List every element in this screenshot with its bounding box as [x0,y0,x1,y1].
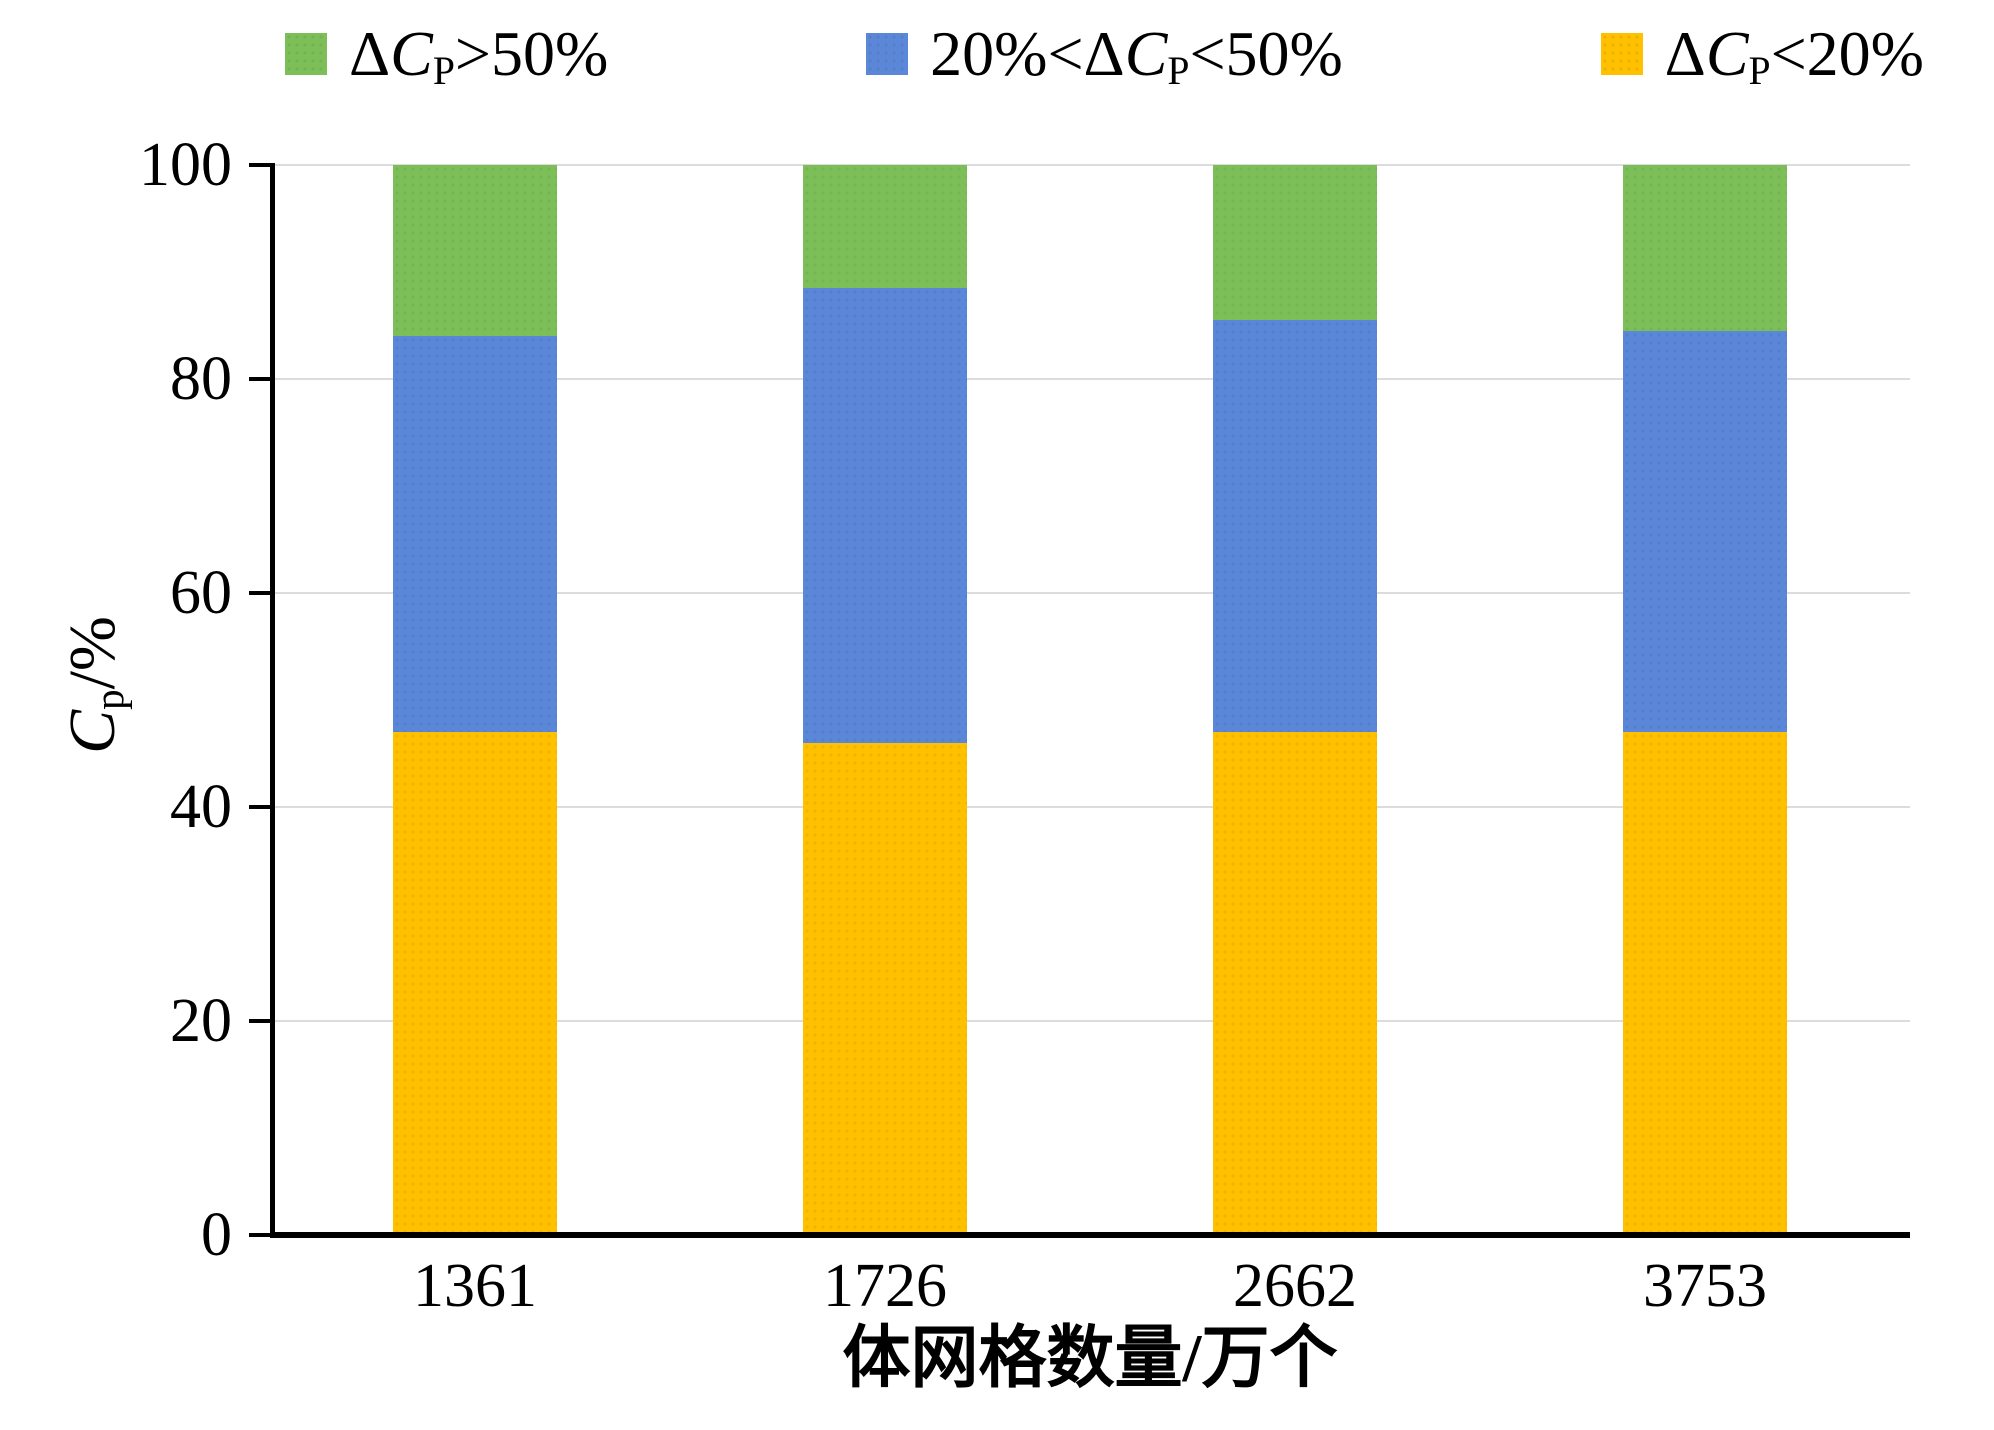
text-segment: Δ [1083,18,1125,89]
y-tick-mark [249,591,270,595]
gridline [270,1020,1910,1022]
bar-segment [803,165,967,289]
text-segment: p [87,689,132,710]
text-segment: Δ [349,18,391,89]
legend-item: ΔCP>50% [285,22,608,91]
y-tick-mark [249,805,270,809]
x-tick-label: 2662 [1233,1252,1357,1320]
y-tick-mark [249,163,270,167]
text-segment: C [1124,18,1168,89]
bar-segment [393,732,557,1235]
text-segment: <50% [1189,18,1343,89]
bar-segment [393,165,557,337]
y-tick-mark [249,1233,270,1237]
text-segment: /% [56,616,129,690]
y-tick-label: 20 [170,987,232,1055]
y-tick-mark [249,377,270,381]
x-tick-label: 3753 [1643,1252,1767,1320]
text-segment: P [432,48,455,93]
y-tick-mark [249,1019,270,1023]
gridline [270,806,1910,808]
legend-item: ΔCP<20% [1600,22,1924,91]
legend-swatch [1600,33,1643,75]
y-axis-line [270,163,275,1235]
text-segment: P [1748,48,1771,93]
y-tick-label: 40 [170,773,232,841]
text-segment: Δ [1664,18,1706,89]
bar-segment [1213,165,1377,321]
bar-segment [1213,320,1377,733]
legend-label: ΔCP>50% [349,22,608,91]
bar-segment [1213,732,1377,1235]
text-segment: 20%< [930,18,1084,89]
plot-area: 0 20 40 60 80 100 1361 1726 2662 3753 [139,134,1910,1317]
x-tick-label: 1726 [823,1252,947,1320]
bar-segment [803,288,967,743]
text-segment: C [390,18,433,89]
text-segment: C [1705,18,1749,89]
y-tick-label: 80 [170,345,232,413]
gridline [270,164,1910,166]
bar-segment [1623,165,1787,331]
y-tick-label: 60 [170,559,232,627]
gridline [270,592,1910,594]
legend-item: 20%<ΔCP<50% [866,22,1343,91]
legend: ΔCP>50% 20%<ΔCP<50% ΔCP<20% [285,14,1924,94]
x-axis-line [270,1232,1910,1238]
text-segment: >50% [454,18,609,89]
bar-segment [1623,330,1787,733]
legend-swatch [866,33,909,75]
text-segment: P [1167,48,1190,93]
y-tick-label: 0 [201,1201,232,1269]
legend-swatch [285,33,327,75]
y-tick-label: 100 [139,131,232,199]
bar-segment [1623,732,1787,1235]
legend-label: 20%<ΔCP<50% [930,22,1343,91]
x-tick-label: 1361 [413,1252,537,1320]
bar-segment [393,336,557,733]
bar-segment [803,742,967,1235]
y-axis-title: Cp/% [48,530,138,840]
text-segment: <20% [1770,18,1924,89]
gridline [270,378,1910,380]
legend-label: ΔCP<20% [1665,22,1924,91]
x-axis-title: 体网格数量/万个 [842,1320,1338,1396]
text-segment: C [56,709,129,754]
